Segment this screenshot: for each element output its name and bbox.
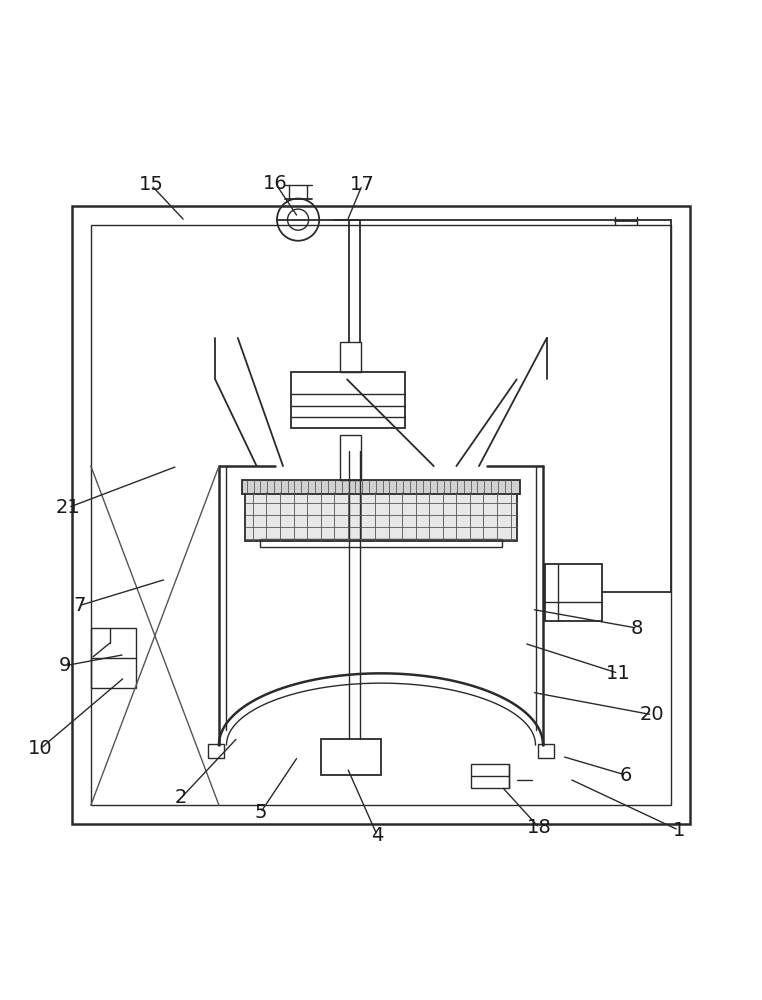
Bar bbox=[72, 206, 690, 824]
Text: 10: 10 bbox=[28, 739, 53, 758]
Bar bbox=[208, 744, 224, 758]
Text: 8: 8 bbox=[631, 619, 643, 638]
Text: 18: 18 bbox=[527, 818, 552, 837]
Text: 6: 6 bbox=[620, 766, 632, 785]
Text: 15: 15 bbox=[139, 175, 164, 194]
Text: 7: 7 bbox=[73, 596, 85, 615]
Text: 20: 20 bbox=[640, 705, 664, 724]
Bar bbox=[91, 225, 671, 805]
Bar bbox=[340, 435, 360, 480]
Text: 1: 1 bbox=[673, 821, 685, 840]
Bar bbox=[546, 564, 602, 621]
Bar bbox=[340, 342, 360, 372]
Text: 16: 16 bbox=[263, 174, 288, 193]
Text: 2: 2 bbox=[175, 788, 187, 807]
Bar bbox=[261, 539, 501, 547]
Text: 11: 11 bbox=[606, 664, 631, 683]
Bar bbox=[91, 628, 136, 688]
Text: 5: 5 bbox=[255, 803, 267, 822]
Bar bbox=[472, 764, 509, 788]
Text: 17: 17 bbox=[350, 175, 375, 194]
Text: 4: 4 bbox=[371, 826, 383, 845]
Bar bbox=[538, 744, 554, 758]
Text: 21: 21 bbox=[56, 498, 81, 517]
Bar bbox=[290, 372, 405, 428]
Bar bbox=[242, 480, 520, 494]
Bar bbox=[321, 739, 381, 775]
Bar bbox=[245, 492, 517, 541]
Text: 9: 9 bbox=[58, 656, 71, 675]
